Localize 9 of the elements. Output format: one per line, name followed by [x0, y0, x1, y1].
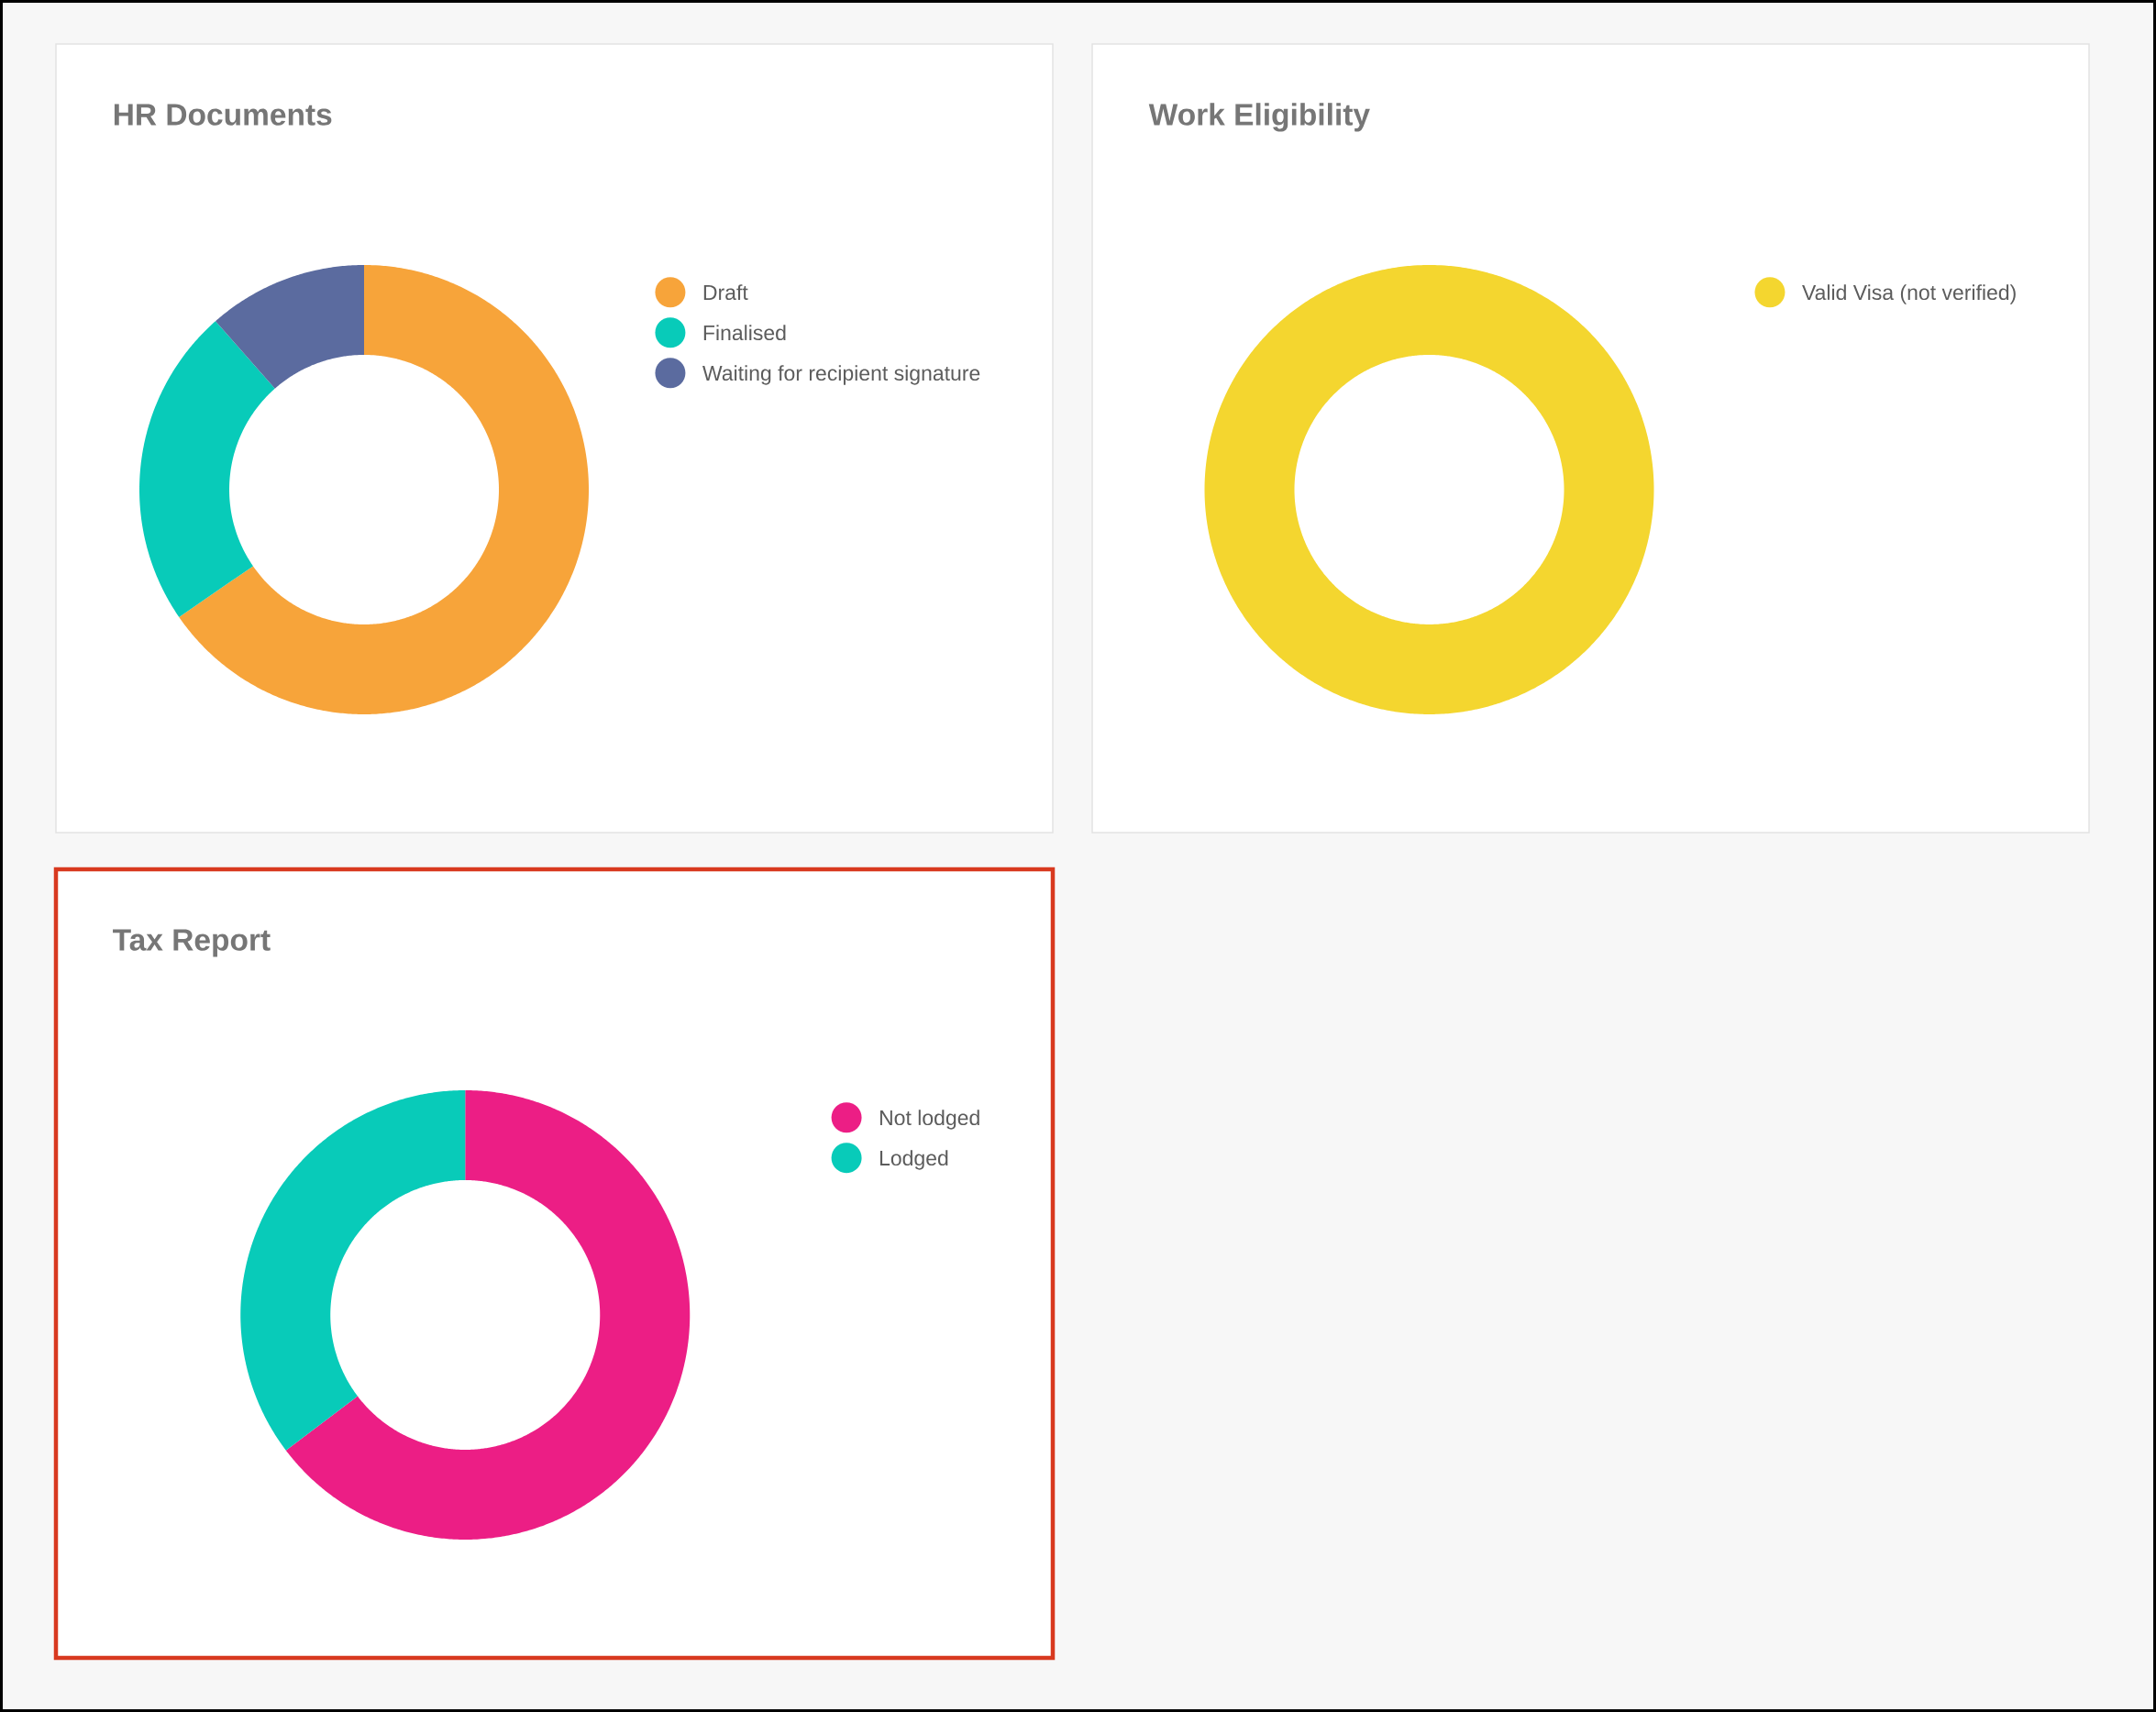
legend-label: Waiting for recipient signature — [702, 365, 980, 385]
legend-label: Finalised — [703, 325, 786, 341]
chart-title: HR Documents — [114, 104, 332, 126]
chart-title: Tax Report — [113, 929, 271, 957]
legend-label: Lodged — [879, 1150, 948, 1170]
legend-label: Not lodged — [879, 1110, 979, 1130]
legend-label: Valid Visa (not verified) — [1802, 284, 2016, 304]
chart-title: Work Eligibility — [1148, 103, 1370, 132]
legend-label: Draft — [703, 284, 748, 301]
